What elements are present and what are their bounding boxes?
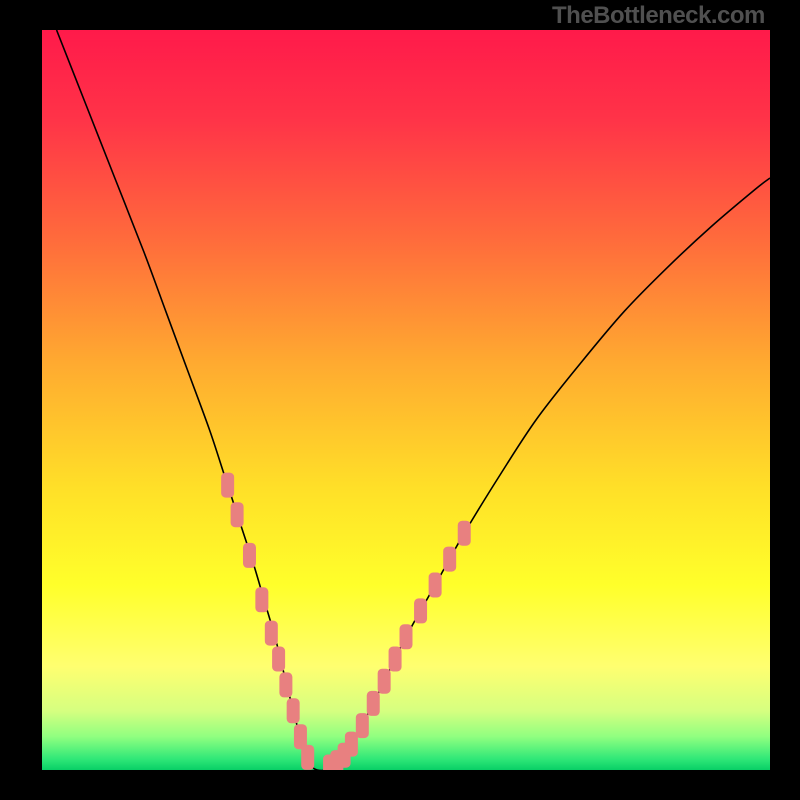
bottleneck-chart bbox=[0, 0, 800, 800]
curve-marker bbox=[429, 573, 441, 597]
curve-marker bbox=[415, 599, 427, 623]
watermark-text: TheBottleneck.com bbox=[552, 2, 765, 30]
curve-marker bbox=[345, 732, 357, 756]
curve-marker bbox=[400, 625, 412, 649]
curve-marker bbox=[287, 699, 299, 723]
frame-left bbox=[0, 0, 42, 800]
curve-marker bbox=[389, 647, 401, 671]
curve-marker bbox=[222, 473, 234, 497]
curve-marker bbox=[243, 543, 255, 567]
curve-marker bbox=[367, 691, 379, 715]
curve-marker bbox=[256, 588, 268, 612]
curve-marker bbox=[280, 673, 292, 697]
curve-marker bbox=[302, 745, 314, 769]
curve-marker bbox=[356, 714, 368, 738]
frame-right bbox=[770, 0, 800, 800]
curve-marker bbox=[444, 547, 456, 571]
curve-marker bbox=[265, 621, 277, 645]
curve-marker bbox=[231, 503, 243, 527]
frame-bottom bbox=[0, 770, 800, 800]
curve-marker bbox=[273, 647, 285, 671]
curve-marker bbox=[378, 669, 390, 693]
gradient-background bbox=[42, 30, 770, 770]
curve-marker bbox=[458, 521, 470, 545]
